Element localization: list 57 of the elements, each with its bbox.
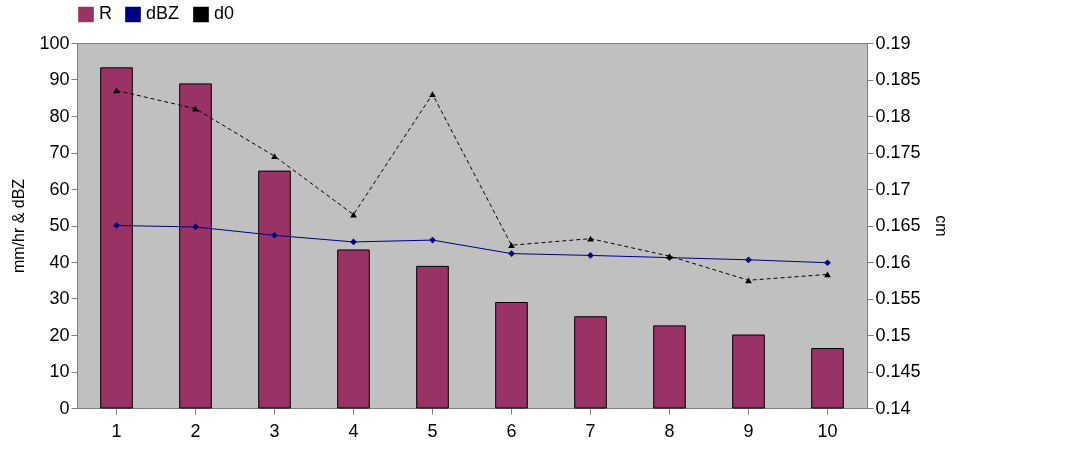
y-tick-label: 10 bbox=[49, 361, 70, 381]
bar bbox=[811, 348, 844, 409]
legend-label: dBZ bbox=[146, 3, 180, 24]
legend-label: R bbox=[99, 3, 112, 24]
point bbox=[192, 105, 199, 112]
y-axis-title: mm/hr & dBZ bbox=[10, 178, 28, 274]
point bbox=[587, 235, 594, 242]
x-tick-label: 7 bbox=[585, 420, 596, 441]
x-tick-label: 2 bbox=[190, 420, 201, 441]
y-tick-label: 80 bbox=[49, 105, 70, 126]
point bbox=[745, 277, 752, 284]
x-tick-label: 4 bbox=[348, 420, 359, 441]
y2-axis-title: cm bbox=[932, 215, 950, 237]
y2-tick-label: 0.145 bbox=[875, 361, 921, 381]
y2-tick-label: 0.165 bbox=[875, 215, 921, 235]
point bbox=[429, 91, 436, 97]
point bbox=[271, 153, 278, 160]
y2-tick-label: 0.18 bbox=[875, 105, 911, 126]
y-tick-label: 100 bbox=[39, 32, 70, 53]
y-tick-label: 90 bbox=[49, 69, 70, 89]
y2-tick-label: 0.175 bbox=[875, 142, 921, 162]
bar bbox=[732, 334, 765, 409]
point bbox=[508, 242, 515, 249]
bar bbox=[653, 325, 686, 409]
y2-tick-label: 0.14 bbox=[875, 397, 911, 418]
bar bbox=[258, 170, 291, 409]
y2-tick-label: 0.17 bbox=[875, 178, 911, 199]
bar bbox=[416, 265, 449, 409]
y-tick-label: 40 bbox=[49, 251, 70, 272]
y-tick-label: 60 bbox=[49, 178, 70, 199]
y2-tick-label: 0.15 bbox=[875, 324, 911, 345]
y-tick-label: 70 bbox=[49, 142, 70, 162]
x-tick-label: 5 bbox=[427, 420, 438, 441]
y2-tick-label: 0.155 bbox=[875, 288, 921, 308]
y-tick-label: 20 bbox=[49, 324, 70, 345]
x-tick-label: 9 bbox=[743, 420, 754, 441]
legend-label: d0 bbox=[214, 3, 235, 24]
x-tick-label: 10 bbox=[817, 420, 838, 441]
y2-tick-label: 0.16 bbox=[875, 251, 911, 272]
x-tick-label: 6 bbox=[506, 420, 517, 441]
y-tick-label: 30 bbox=[49, 288, 70, 308]
point bbox=[745, 256, 752, 264]
y-tick-label: 0 bbox=[59, 397, 70, 418]
y2-tick-label: 0.185 bbox=[875, 69, 921, 89]
bar bbox=[337, 249, 370, 409]
point bbox=[824, 259, 831, 267]
point bbox=[587, 252, 594, 259]
bar bbox=[574, 316, 607, 409]
x-tick-label: 1 bbox=[111, 420, 122, 441]
y-tick-label: 50 bbox=[49, 215, 70, 235]
point bbox=[113, 222, 120, 229]
y2-tick-label: 0.19 bbox=[875, 32, 911, 53]
bar bbox=[495, 302, 528, 409]
point bbox=[271, 232, 278, 239]
x-tick-label: 8 bbox=[664, 420, 675, 441]
point bbox=[508, 250, 515, 257]
x-tick-label: 3 bbox=[269, 420, 280, 441]
